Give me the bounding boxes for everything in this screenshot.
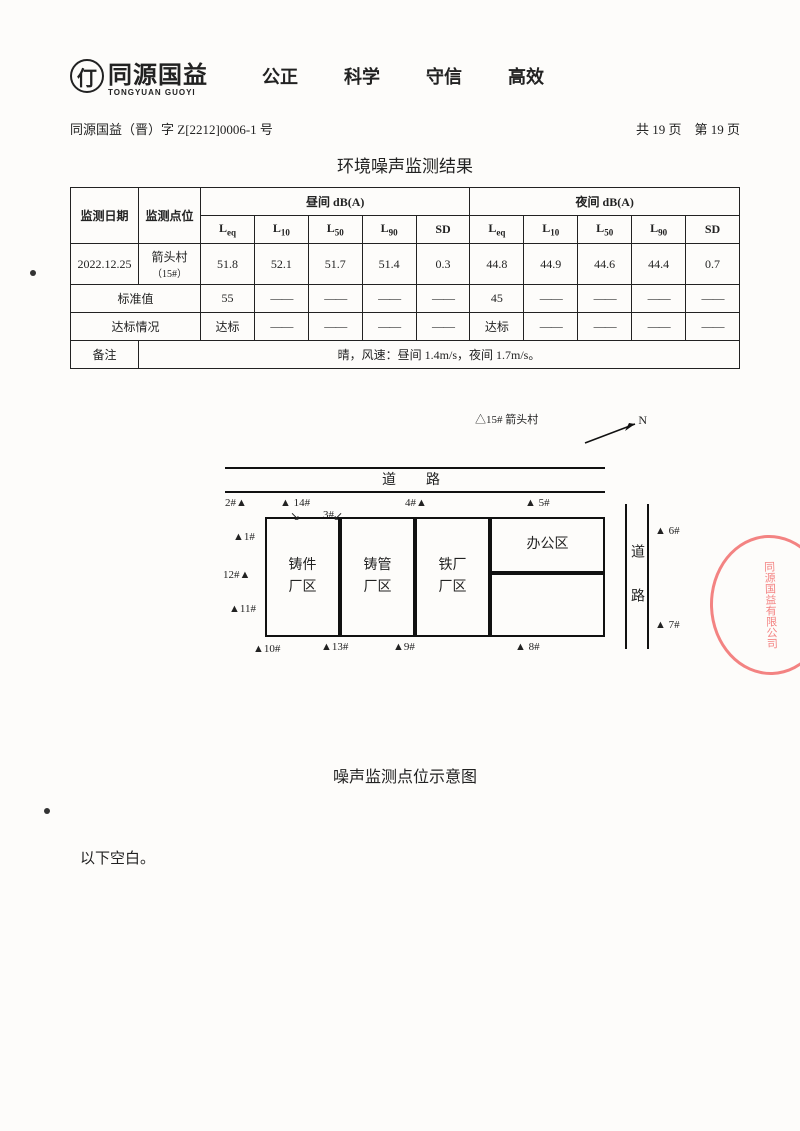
monitor-point: ▲13#: [321, 641, 348, 653]
company-name-cn: 同源国益: [108, 55, 208, 90]
zone-block: 铸件 厂区: [265, 517, 340, 637]
zone-block: 办公区: [490, 517, 605, 573]
table-title: 环境噪声监测结果: [70, 152, 740, 177]
col-point: 监测点位: [139, 188, 201, 244]
motto-row: 公正 科学 守信 高效: [262, 63, 544, 89]
col-date: 监测日期: [71, 188, 139, 244]
diagram-caption: 噪声监测点位示意图: [70, 763, 740, 787]
north-arrow-icon: N: [575, 419, 645, 449]
logo-icon: 仃: [70, 59, 104, 93]
arrow-icon: ↙: [333, 509, 343, 524]
note-text: 晴，风速：昼间 1.4m/s，夜间 1.7m/s。: [139, 341, 740, 369]
motto-item: 公正: [262, 63, 298, 89]
monitor-point: ▲ 6#: [655, 525, 680, 537]
noise-result-table: 监测日期 监测点位 昼间 dB(A) 夜间 dB(A) Leq L10 L50 …: [70, 187, 740, 369]
doc-number: 同源国益（晋）字 Z[2212]0006-1 号: [70, 119, 273, 138]
doc-meta: 同源国益（晋）字 Z[2212]0006-1 号 共 19 页 第 19 页: [70, 119, 740, 138]
col-night: 夜间 dB(A): [470, 188, 740, 216]
cell-point: 箭头村 （15#）: [139, 244, 201, 285]
monitor-point: ▲1#: [233, 531, 255, 543]
arrow-icon: ↘: [290, 509, 300, 524]
report-header: 仃 同源国益 TONGYUAN GUOYI 公正 科学 守信 高效: [70, 55, 740, 97]
site-diagram: N △15# 箭头村 道 路 道 路 2#▲ ▲ 14# 3# 4#▲ ▲ 5#…: [145, 409, 665, 719]
logo: 仃 同源国益 TONGYUAN GUOYI: [70, 55, 208, 97]
monitor-point: 2#▲: [225, 497, 247, 509]
page-number: 共 19 页 第 19 页: [636, 119, 740, 138]
reach-row: 达标情况 达标 —— —— —— —— 达标 —— —— —— ——: [71, 313, 740, 341]
road-vertical: 道 路: [625, 504, 649, 649]
monitor-point: ▲ 7#: [655, 619, 680, 631]
reach-label: 达标情况: [71, 313, 201, 341]
monitor-point: ▲ 5#: [525, 497, 550, 509]
scan-dot-icon: [30, 270, 36, 276]
std-label: 标准值: [71, 285, 201, 313]
monitor-point: ▲9#: [393, 641, 415, 653]
monitor-point: ▲11#: [229, 603, 256, 615]
note-row: 备注 晴，风速：昼间 1.4m/s，夜间 1.7m/s。: [71, 341, 740, 369]
monitor-point: 4#▲: [405, 497, 427, 509]
data-row: 2022.12.25 箭头村 （15#） 51.8 52.1 51.7 51.4…: [71, 244, 740, 285]
monitor-point: ▲10#: [253, 643, 280, 655]
monitor-point: ▲ 14#: [280, 497, 310, 509]
motto-item: 高效: [508, 63, 544, 89]
motto-item: 守信: [426, 63, 462, 89]
zone-block-empty: [490, 573, 605, 637]
company-name-en: TONGYUAN GUOYI: [108, 88, 208, 97]
road-horizontal: 道 路: [225, 467, 605, 493]
monitor-point: 12#▲: [223, 569, 250, 581]
scan-dot-icon: [44, 808, 50, 814]
standard-row: 标准值 55 —— —— —— —— 45 —— —— —— ——: [71, 285, 740, 313]
zone-block: 铁厂 厂区: [415, 517, 490, 637]
note-label: 备注: [71, 341, 139, 369]
motto-item: 科学: [344, 63, 380, 89]
zone-block: 铸管 厂区: [340, 517, 415, 637]
monitor-point: ▲ 8#: [515, 641, 540, 653]
blank-below-note: 以下空白。: [80, 847, 740, 868]
monitor-point: △15# 箭头村: [475, 411, 538, 427]
cell-date: 2022.12.25: [71, 244, 139, 285]
col-day: 昼间 dB(A): [201, 188, 470, 216]
